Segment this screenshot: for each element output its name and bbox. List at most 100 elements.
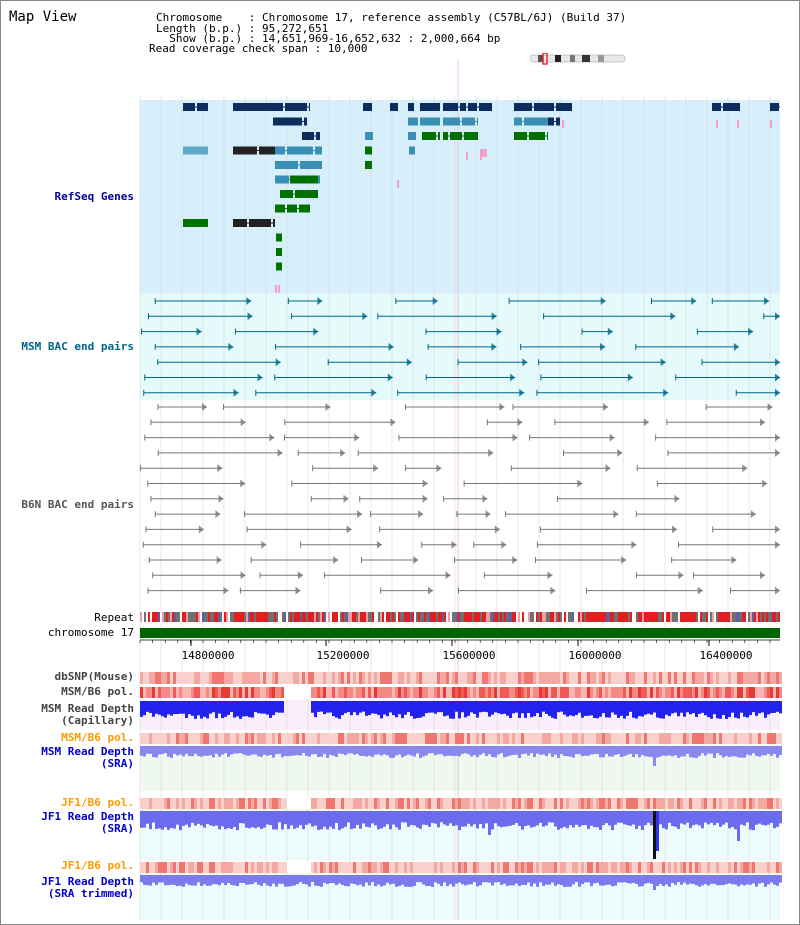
dbsnp-cell [212, 672, 215, 684]
dbsnp-cell [779, 672, 782, 684]
jf1-sra-depth-bar [476, 811, 479, 829]
msm-capillary-depth-bar [551, 701, 554, 718]
msm-b6-pol-cell [254, 687, 257, 698]
msm-b6-pol-cell [290, 687, 293, 698]
repeat-mark [502, 612, 504, 622]
repeat-mark [332, 612, 334, 622]
jf1-b6-pol-2-cell [377, 862, 380, 873]
jf1-b6-pol-cell [470, 798, 473, 809]
track-label-b6n-bac[interactable]: B6N BAC end pairs [21, 498, 134, 511]
jf1-trimmed-depth-bar [572, 875, 575, 885]
jf1-b6-pol-2-cell [476, 862, 479, 873]
jf1-sra-depth-bar [605, 811, 608, 824]
dbsnp-cell [173, 672, 176, 684]
msm-b6-pol-2-cell [344, 733, 347, 744]
repeat-mark [414, 612, 416, 622]
b6n-bac-end [501, 540, 507, 549]
jf1-b6-pol-cell [263, 798, 266, 809]
msm-capillary-depth-bar [752, 701, 755, 713]
dbsnp-cell [698, 672, 701, 684]
msm-b6-pol-cell [515, 687, 518, 698]
jf1-trimmed-depth-bar [272, 875, 275, 884]
msm-bac-end [233, 388, 239, 397]
dbsnp-cell [644, 672, 647, 684]
jf1-b6-pol-2-cell [278, 862, 281, 873]
msm-b6-pol-cell [695, 687, 698, 698]
repeat-mark [186, 612, 188, 622]
msm-b6-pol-cell [344, 687, 347, 698]
msm-b6-pol-cell [725, 687, 728, 698]
repeat-mark [394, 612, 396, 622]
repeat-mark [574, 612, 576, 622]
track-label-refseq-genes[interactable]: RefSeq Genes [54, 190, 134, 203]
repeat-mark [646, 612, 648, 622]
chromosome-ideogram[interactable] [530, 53, 626, 65]
jf1-b6-pol-2-cell [161, 862, 164, 873]
jf1-trimmed-depth-bar [497, 875, 500, 883]
msm-bac-end [775, 312, 780, 321]
jf1-sra-depth-bar [632, 811, 635, 825]
msm-b6-pol-cell [737, 687, 740, 698]
jf1-b6-pol-cell [464, 798, 467, 809]
jf1-trimmed-depth-bar [455, 875, 458, 884]
jf1-trimmed-depth-bar [167, 875, 170, 886]
msm-b6-pol-cell [335, 687, 338, 698]
track-label-msm-bac[interactable]: MSM BAC end pairs [21, 340, 134, 353]
gene-arrow [390, 103, 395, 111]
repeat-mark [768, 612, 770, 622]
msm-sra-depth-bar [527, 746, 530, 756]
dbsnp-cell [143, 672, 146, 684]
gene-exon [443, 103, 458, 111]
jf1-sra-depth-bar [179, 811, 182, 831]
jf1-trimmed-depth-bar [689, 875, 692, 884]
b6n-bac-end [223, 586, 229, 595]
msm-capillary-depth-bar [704, 701, 707, 716]
jf1-b6-pol-cell [686, 798, 689, 809]
jf1-trimmed-depth-bar [560, 875, 563, 886]
msm-b6-pol-cell [581, 687, 584, 698]
repeat-mark [638, 612, 640, 622]
msm-b6-pol-cell [509, 687, 512, 698]
jf1-sra-depth-bar [737, 811, 740, 841]
msm-b6-pol-cell [482, 687, 485, 698]
msm-bac-end [600, 342, 606, 351]
gene-arrow [420, 117, 425, 126]
dbsnp-cell [602, 672, 605, 684]
jf1-trimmed-depth-bar [146, 875, 149, 886]
msm-b6-pol-2-cell [410, 733, 413, 744]
b6n-bac-end [762, 479, 768, 488]
msm-capillary-depth-bar [164, 701, 167, 718]
dbsnp-cell [482, 672, 485, 684]
gene-exon [287, 204, 297, 213]
jf1-trimmed-depth-bar [404, 875, 407, 887]
jf1-trimmed-depth-bar [347, 875, 350, 887]
msm-b6-pol-2-cell [224, 733, 227, 744]
repeat-mark [652, 612, 654, 622]
msm-b6-pol-cell [158, 687, 161, 698]
msm-b6-pol-cell [560, 687, 563, 698]
msm-b6-pol-cell [587, 687, 590, 698]
jf1-b6-pol-2-cell [233, 862, 236, 873]
msm-sra-depth-bar [572, 746, 575, 758]
gene-exon [280, 190, 293, 198]
jf1-b6-pol-cell [290, 798, 293, 809]
repeat-mark [296, 612, 298, 622]
jf1-b6-pol-cell [626, 798, 629, 809]
dbsnp-cell [341, 672, 344, 684]
msm-capillary-depth-bar [146, 701, 149, 712]
jf1-sra-depth-bar [656, 811, 659, 851]
dbsnp-cell [491, 672, 494, 684]
b6n-bac-end [427, 586, 433, 595]
b6n-bac-end [295, 586, 301, 595]
msm-b6-pol-cell [479, 687, 482, 698]
msm-capillary-depth-bar [323, 701, 326, 715]
repeat-mark [704, 612, 706, 622]
msm-sra-depth-bar [179, 746, 182, 755]
jf1-b6-pol-cell [530, 798, 533, 809]
msm-capillary-depth-bar [539, 701, 542, 718]
repeat-mark [772, 612, 774, 622]
msm-b6-pol-2-cell [197, 733, 200, 744]
msm-b6-pol-cell [662, 687, 665, 698]
msm-b6-pol-cell [545, 687, 548, 698]
jf1-b6-pol-2-cell [251, 862, 254, 873]
